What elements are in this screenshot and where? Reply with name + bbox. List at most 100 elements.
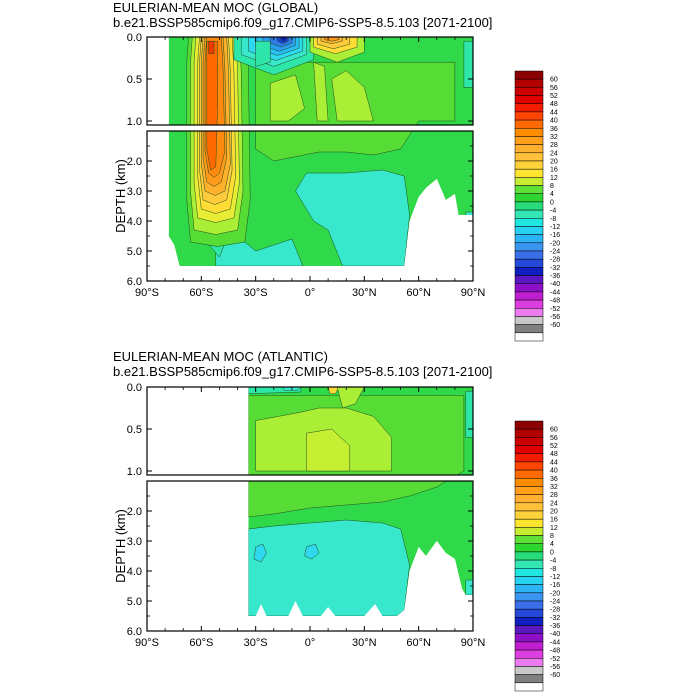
colorbar-label: 16 (550, 167, 558, 174)
x-tick-label: 30°S (244, 637, 268, 649)
y-tick-label: 0.5 (127, 424, 142, 436)
y-tick-label: 4.0 (127, 216, 142, 228)
colorbar-swatch (514, 234, 544, 244)
colorbar-label: -32 (550, 265, 560, 272)
colorbar-swatch (514, 185, 544, 194)
colorbar-label: 20 (550, 159, 558, 166)
contour-fill (255, 40, 271, 67)
y-tick-label: 3.0 (127, 536, 142, 548)
global-panel: 0.0 0.5 1.0 2.0 3.0 4.0 5.0 6.090°S 60°S 30°S 0° 30… (113, 32, 485, 299)
colorbar-label: 32 (550, 134, 558, 141)
y-tick-label: 5.0 (127, 596, 142, 608)
colorbar-swatch (514, 625, 544, 634)
y-tick-label: 0.0 (127, 382, 142, 394)
global-title: EULERIAN-MEAN MOC (GLOBAL) (113, 0, 319, 15)
y-axis-label: DEPTH (km) (113, 159, 128, 233)
colorbar-label: 12 (550, 525, 558, 532)
colorbar-swatch (514, 428, 544, 438)
y-tick-label: 6.0 (127, 626, 142, 638)
colorbar-swatch (514, 568, 544, 577)
colorbar-label: -16 (550, 232, 560, 239)
colorbar-swatch (514, 527, 544, 536)
colorbar-swatch (514, 641, 544, 651)
colorbar-label: -48 (550, 298, 560, 305)
colorbar-swatch (514, 168, 544, 178)
colorbar-label: -56 (550, 314, 560, 321)
colorbar-swatch (514, 103, 544, 113)
y-tick-label: 5.0 (127, 246, 142, 258)
bathymetry-mask (147, 37, 169, 281)
colorbar-label: -4 (550, 208, 556, 215)
colorbar-swatch (514, 445, 544, 454)
contour-fill (336, 387, 365, 409)
colorbar-label: 52 (550, 443, 558, 450)
contour-fill (465, 390, 473, 438)
colorbar-label: -56 (550, 664, 560, 671)
colorbar-label: 36 (550, 126, 558, 133)
x-tick-label: 90°N (461, 637, 486, 649)
contour-fill (463, 40, 473, 88)
colorbar-swatch (514, 152, 544, 162)
colorbar-swatch (514, 95, 544, 104)
colorbar-swatch (514, 324, 544, 334)
colorbar-label: -52 (550, 656, 560, 663)
colorbar-swatch (514, 486, 544, 495)
colorbar-swatch (514, 128, 544, 137)
surface-negative-contour (280, 37, 287, 42)
colorbar-swatch (514, 78, 544, 88)
colorbar-swatch (514, 291, 544, 301)
colorbar-label: -24 (550, 249, 560, 256)
contour-fill (465, 579, 473, 596)
colorbar-label: 20 (550, 509, 558, 516)
colorbar-swatch (514, 666, 544, 675)
atlantic-panel: 0.0 0.5 1.0 2.0 3.0 4.0 5.0 6.090°S 60°S 30°S 0° 30… (113, 382, 485, 649)
y-tick-label: 2.0 (127, 506, 142, 518)
colorbar-label: 60 (550, 77, 558, 84)
colorbar-swatch (514, 144, 544, 154)
colorbar-label: 28 (550, 142, 558, 149)
colorbar-label: 44 (550, 109, 558, 116)
x-tick-label: 0° (305, 287, 316, 299)
colorbar-label: -48 (550, 648, 560, 655)
bathymetry-mask (255, 604, 267, 616)
colorbar-label: 8 (550, 183, 554, 190)
colorbar-swatch (514, 510, 544, 520)
global-subtitle: b.e21.BSSP585cmip6.f09_g17.CMIP6-SSP5-8.… (113, 15, 493, 30)
colorbar-swatch (514, 617, 544, 626)
colorbar-label: -36 (550, 623, 560, 630)
x-tick-label: 90°S (135, 637, 159, 649)
y-tick-label: 1.0 (127, 466, 142, 478)
colorbar-swatch (514, 658, 544, 667)
atlantic-subtitle: b.e21.BSSP585cmip6.f09_g17.CMIP6-SSP5-8.… (113, 364, 493, 379)
y-tick-label: 0.5 (127, 74, 142, 86)
deacon-cell-peak (208, 40, 215, 55)
aabw-cell-inner (304, 543, 320, 560)
colorbar-label: -28 (550, 257, 560, 264)
colorbar-label: -52 (550, 306, 560, 313)
bathymetry-mask (248, 541, 473, 631)
colorbar-swatch (514, 608, 544, 618)
colorbar-label: -8 (550, 216, 556, 223)
colorbar-label: -20 (550, 240, 560, 247)
colorbar-label: 4 (550, 191, 554, 198)
colorbar-label: 44 (550, 459, 558, 466)
colorbar-swatch (514, 201, 544, 211)
colorbar-swatch (514, 600, 544, 610)
x-tick-label: 30°N (352, 287, 377, 299)
x-tick-label: 90°N (461, 287, 486, 299)
aabw-cell (248, 519, 410, 617)
x-tick-label: 30°N (352, 637, 377, 649)
colorbar-swatch (514, 299, 544, 309)
colorbar-label: -40 (550, 631, 560, 638)
colorbar-label: -8 (550, 566, 556, 573)
colorbar-swatch (514, 674, 544, 684)
colorbar-label: 28 (550, 492, 558, 499)
y-tick-label: 1.0 (127, 116, 142, 128)
contour-fill (269, 74, 305, 122)
colorbar-swatch (514, 87, 544, 96)
x-tick-label: 60°S (189, 287, 213, 299)
x-tick-label: 90°S (135, 287, 159, 299)
colorbar-label: 24 (550, 500, 558, 507)
colorbar-swatch (514, 226, 544, 235)
